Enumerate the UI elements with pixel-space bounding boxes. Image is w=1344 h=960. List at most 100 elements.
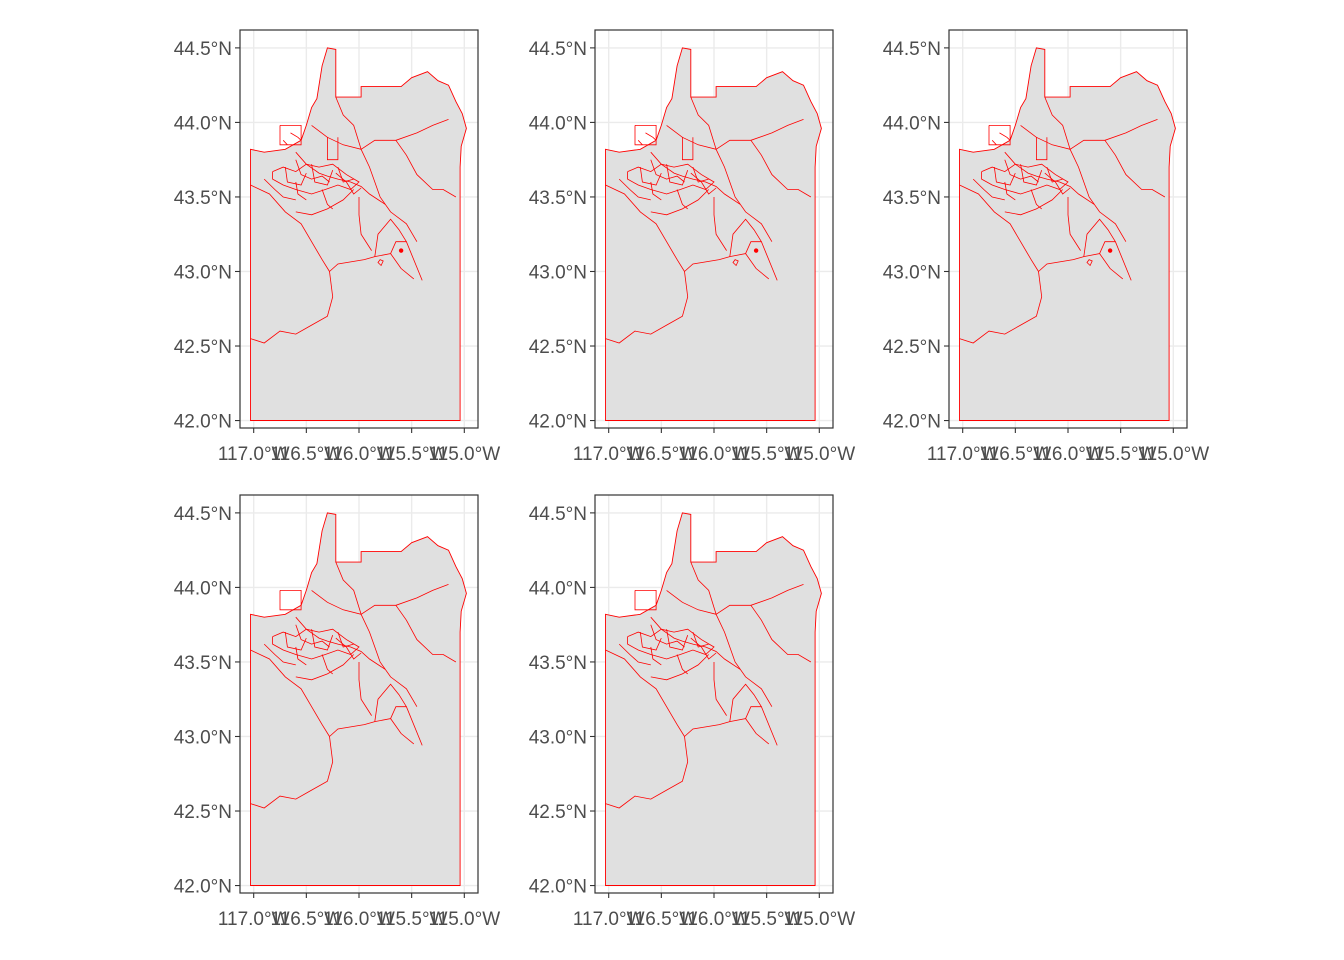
- boundary-1: [605, 649, 685, 737]
- x-tick-label: 115.5°W: [731, 444, 803, 465]
- boundary-5: [666, 584, 804, 615]
- x-tick-label: 116.5°W: [271, 909, 343, 930]
- boundary-12: [639, 632, 662, 651]
- y-tick-label: 44.0°N: [174, 578, 232, 599]
- boundary-14: [692, 166, 709, 183]
- x-tick-label: 115.5°W: [376, 909, 448, 930]
- map-panel-1: 44.5°N 44.0°N 43.5°N 43.0°N 42.5°N 42.0°N 117.…: [174, 29, 500, 465]
- boundary-19: [335, 172, 362, 195]
- boundary-17: [676, 189, 688, 210]
- boundary-19: [1044, 172, 1071, 195]
- y-tick-label: 43.5°N: [529, 188, 587, 209]
- boundary-6: [715, 149, 773, 242]
- x-tick-label: 117.0°W: [218, 909, 290, 930]
- boundary-21: [290, 132, 302, 141]
- subregion-boundaries: [250, 96, 457, 344]
- boundary-19: [690, 637, 717, 660]
- point-marker: [398, 248, 404, 253]
- y-tick-label: 42.5°N: [174, 802, 232, 823]
- boundary-4: [295, 151, 386, 205]
- map-panel-5: 44.5°N 44.0°N 43.5°N 43.0°N 42.5°N 42.0°N 117.…: [529, 494, 855, 930]
- boundary-13: [666, 164, 689, 186]
- boundary-16: [263, 178, 296, 201]
- y-tick-label: 42.5°N: [883, 337, 941, 358]
- y-tick-label: 42.0°N: [529, 412, 587, 433]
- region-outline: [605, 47, 822, 421]
- boundary-7: [690, 561, 717, 615]
- boundary-23: [682, 137, 694, 161]
- boundary-21: [999, 132, 1011, 141]
- boundary-14: [337, 166, 354, 183]
- boundary-12: [993, 167, 1016, 186]
- boundary-11: [627, 163, 715, 195]
- boundary-16: [618, 178, 651, 201]
- boundary-7: [690, 96, 717, 150]
- boundary-10: [358, 197, 372, 251]
- boundary-2: [729, 683, 762, 722]
- point-marker: [753, 248, 759, 253]
- y-tick-label: 43.5°N: [174, 653, 232, 674]
- boundary-7: [1044, 96, 1071, 150]
- boundary-4: [295, 616, 386, 670]
- boundary-18: [1004, 181, 1016, 201]
- x-tick-label: 115.0°W: [1137, 444, 1209, 465]
- boundary-14: [1046, 166, 1063, 183]
- boundary-15: [650, 624, 685, 648]
- small-region-0: [377, 259, 384, 267]
- y-tick-label: 42.5°N: [529, 337, 587, 358]
- boundary-5: [666, 119, 804, 150]
- boundary-3: [745, 706, 778, 746]
- boundary-3: [390, 241, 423, 281]
- boundary-11: [272, 628, 360, 660]
- boundary-22: [991, 140, 997, 146]
- region-outline: [605, 512, 822, 886]
- map-panel-3: 44.5°N 44.0°N 43.5°N 43.0°N 42.5°N 42.0°N 117.…: [883, 29, 1209, 465]
- boundary-19: [335, 637, 362, 660]
- x-tick-label: 115.0°W: [783, 909, 855, 930]
- boundary-2: [1083, 218, 1116, 257]
- boundary-14: [337, 631, 354, 648]
- boundary-17: [676, 654, 688, 675]
- y-tick-label: 44.5°N: [174, 39, 232, 60]
- boundary-2: [374, 683, 407, 722]
- boundary-1: [250, 649, 330, 737]
- map-panel-4: 44.5°N 44.0°N 43.5°N 43.0°N 42.5°N 42.0°N 117.…: [174, 494, 500, 930]
- x-tick-label: 117.0°W: [573, 444, 645, 465]
- x-tick-label: 116.5°W: [980, 444, 1052, 465]
- y-tick-label: 42.5°N: [174, 337, 232, 358]
- boundary-18: [295, 181, 307, 201]
- boundary-3: [390, 706, 423, 746]
- boundary-3: [1099, 241, 1132, 281]
- boundary-5: [1020, 119, 1158, 150]
- y-tick-label: 43.0°N: [883, 262, 941, 283]
- boundary-13: [1020, 164, 1043, 186]
- boundary-8: [750, 140, 812, 198]
- boundary-6: [1069, 149, 1127, 242]
- boundary-17: [321, 654, 333, 675]
- y-tick-label: 43.5°N: [529, 653, 587, 674]
- x-tick-label: 115.5°W: [731, 909, 803, 930]
- boundary-0: [605, 718, 770, 809]
- region-outline: [250, 512, 467, 886]
- boundary-17: [1030, 189, 1042, 210]
- boundary-7: [335, 96, 362, 150]
- boundary-15: [1004, 159, 1039, 183]
- subregion-boundaries: [605, 96, 812, 344]
- boundary-12: [639, 167, 662, 186]
- y-tick-label: 42.0°N: [174, 877, 232, 898]
- boundary-18: [650, 646, 662, 666]
- boundary-6: [360, 149, 418, 242]
- boundary-1: [250, 184, 330, 272]
- y-tick-label: 42.0°N: [529, 877, 587, 898]
- boundary-9: [295, 654, 354, 681]
- y-tick-label: 44.5°N: [529, 504, 587, 525]
- boundary-0: [250, 253, 415, 344]
- boundary-20: [279, 590, 302, 611]
- boundary-1: [959, 184, 1039, 272]
- boundary-18: [295, 646, 307, 666]
- x-tick-label: 115.0°W: [428, 909, 500, 930]
- subregion-boundaries: [605, 561, 812, 809]
- y-tick-label: 43.0°N: [174, 262, 232, 283]
- point-marker: [1107, 248, 1113, 253]
- y-tick-label: 43.5°N: [174, 188, 232, 209]
